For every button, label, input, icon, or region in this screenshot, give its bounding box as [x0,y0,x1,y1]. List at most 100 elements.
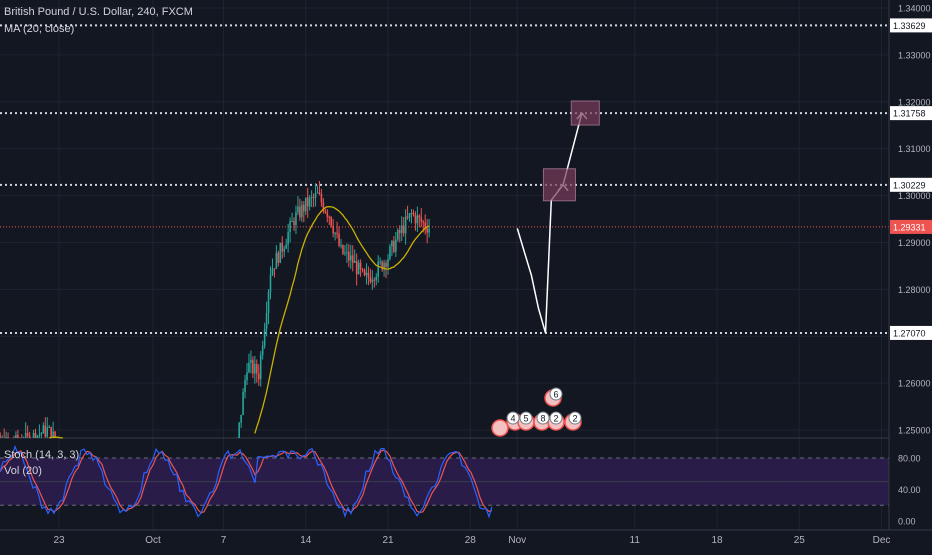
level-price-tag [890,325,932,340]
event-badge[interactable] [506,411,520,425]
candle-body [277,252,280,263]
candle-body [240,414,242,423]
y-tick-label: 1.25000 [898,426,931,436]
x-tick-label: 21 [382,535,394,546]
candle-body [308,197,311,207]
candle-body [44,425,47,437]
event-count-label: 2 [553,414,558,424]
candle-body [342,245,344,254]
event-badge[interactable] [549,411,563,425]
current-price-tag-label: 1.29331 [893,222,926,232]
candle-body [351,255,354,263]
event-badge[interactable] [519,411,533,425]
level-price-tag-label: 1.33629 [893,21,926,31]
candle-body [46,427,49,437]
candle-body [259,355,262,380]
projection-drawing[interactable] [516,100,600,334]
event-badge[interactable] [568,411,582,425]
candle-body [334,232,336,234]
candle-body [40,433,43,435]
candle-body [320,193,323,203]
candle-body [328,216,331,218]
candle-body [373,279,376,281]
event-flag-icon[interactable] [491,419,509,437]
candle-body [301,204,303,218]
candle-body [408,213,411,218]
y-tick-label: 1.28000 [898,285,931,295]
candle-body [295,212,297,226]
stoch-legend[interactable]: Stoch (14, 3, 3) [4,449,80,461]
candle-body [265,313,268,329]
candle-body [252,359,254,374]
candle-body [312,196,315,198]
candle-body [15,435,17,438]
y-tick-label: 1.30000 [898,191,931,201]
candle-body [396,230,399,240]
x-tick-label: 23 [53,535,65,546]
level-price-tag-label: 1.27070 [893,328,926,338]
candle-body [299,206,301,218]
target-box[interactable] [542,168,576,202]
level-price-tag [890,177,932,192]
event-count-label: 2 [572,414,577,424]
candle-body [32,432,35,438]
candle-body [326,212,329,217]
x-tick-label: 14 [300,535,312,546]
candle-body [263,328,266,347]
candle-body [24,433,27,438]
event-badge[interactable] [549,387,563,401]
stoch-k-line [0,444,493,519]
event-markers[interactable]: 4 5 8 2 26 [491,387,582,437]
x-tick-label: 11 [630,535,641,546]
horizontal-levels[interactable] [0,24,889,334]
x-tick-label: 28 [465,535,477,546]
event-count-label: 6 [553,390,558,400]
candle-body [377,261,380,277]
candle-body [355,260,358,275]
candle-body [404,216,407,234]
candle-body [400,225,403,233]
candle-body [302,204,305,212]
candle-body [38,434,41,436]
stoch-tick-label: 40.00 [898,485,921,495]
vol-legend[interactable]: Vol (20) [4,465,42,477]
candle-body [283,248,286,252]
target-box[interactable] [570,100,600,126]
candle-body [389,246,391,259]
candle-body [293,220,295,226]
x-tick-label: 7 [221,535,227,546]
stoch-lines [0,444,493,519]
event-badge[interactable] [536,411,550,425]
candle-body [254,363,256,374]
candle-body [246,372,248,381]
x-tick-label: 25 [794,535,806,546]
candle-body [285,244,287,249]
candle-body [391,240,393,247]
candle-body [416,215,419,224]
candle-body [381,261,383,270]
candle-body [255,363,258,374]
candle-body [306,197,309,207]
candle-body [349,255,352,261]
candle-body [304,197,307,212]
candle-body [414,214,417,224]
candle-body [269,274,272,292]
price-axis-labels: 1.33629 1.31758 1.30229 1.27070 1.29331 [890,18,932,340]
symbol-title[interactable]: British Pound / U.S. Dollar, 240, FXCM [4,6,193,18]
ma-line [254,205,430,434]
candle-body [324,210,327,213]
candle-body [346,251,348,253]
candle-body [379,261,381,263]
y-tick-label: 1.31000 [898,144,931,154]
stoch-band [0,457,889,506]
candle-body [28,435,31,438]
candle-body [50,426,52,438]
candle-body [42,425,45,434]
ma-legend[interactable]: MA (20, close) [4,23,75,35]
candle-body [332,225,334,234]
candle-body [261,346,264,356]
candle-body [330,216,333,226]
stoch-d-line [0,449,493,514]
candle-body [410,213,413,215]
